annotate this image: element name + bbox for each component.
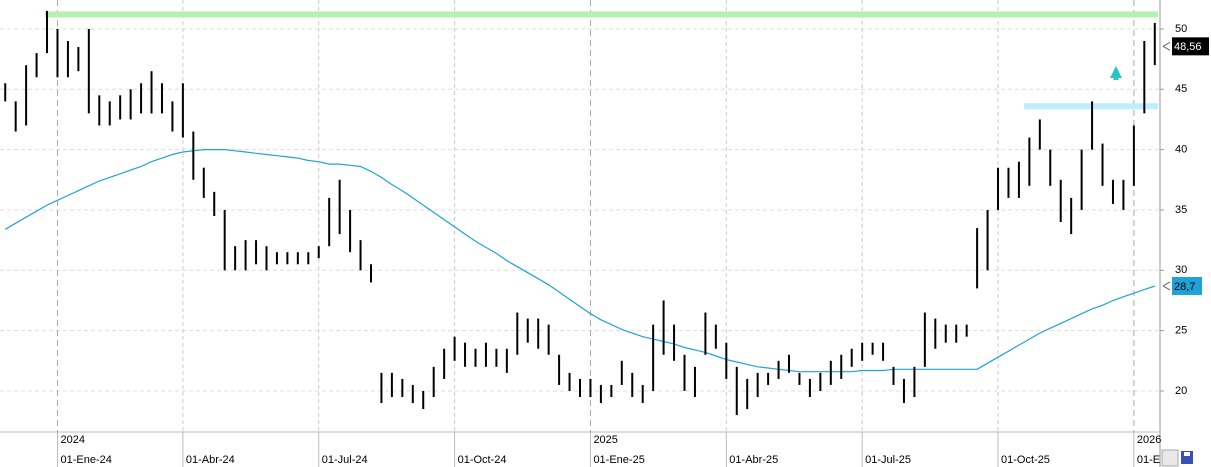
- value-box: [1172, 276, 1202, 295]
- y-tick-label: 40: [1175, 144, 1187, 156]
- year-label: 2024: [60, 434, 84, 446]
- x-tick-label: 01-Oct-25: [1001, 454, 1050, 466]
- y-tick-label: 35: [1175, 204, 1187, 216]
- value-label: 48,56: [1174, 41, 1202, 53]
- x-tick-label: 01-Abr-25: [729, 454, 778, 466]
- moving-average-line: [4, 149, 1155, 373]
- x-tick-label: 01-Abr-24: [186, 454, 235, 466]
- x-tick-label: 01-Ene-24: [60, 454, 111, 466]
- value-pointer: [1162, 41, 1171, 51]
- zoom-button[interactable]: [1161, 449, 1179, 467]
- x-tick-label: 01-E: [1137, 454, 1160, 466]
- year-label: 2025: [593, 434, 617, 446]
- arrow-icon: [1110, 66, 1122, 80]
- x-tick-label: 01-Jul-25: [865, 454, 911, 466]
- y-tick-label: 30: [1175, 264, 1187, 276]
- save-icon: [1184, 452, 1190, 456]
- x-tick-label: 01-Jul-24: [322, 454, 368, 466]
- y-tick-label: 20: [1175, 385, 1187, 397]
- year-label: 2026: [1137, 434, 1161, 446]
- x-tick-label: 01-Ene-25: [593, 454, 644, 466]
- y-tick-label: 50: [1175, 23, 1187, 35]
- value-label: 28,7: [1174, 281, 1195, 293]
- value-box: [1172, 37, 1209, 56]
- y-tick-label: 45: [1175, 83, 1187, 95]
- value-pointer: [1162, 281, 1171, 291]
- y-tick-label: 25: [1175, 325, 1187, 337]
- x-tick-label: 01-Oct-24: [458, 454, 507, 466]
